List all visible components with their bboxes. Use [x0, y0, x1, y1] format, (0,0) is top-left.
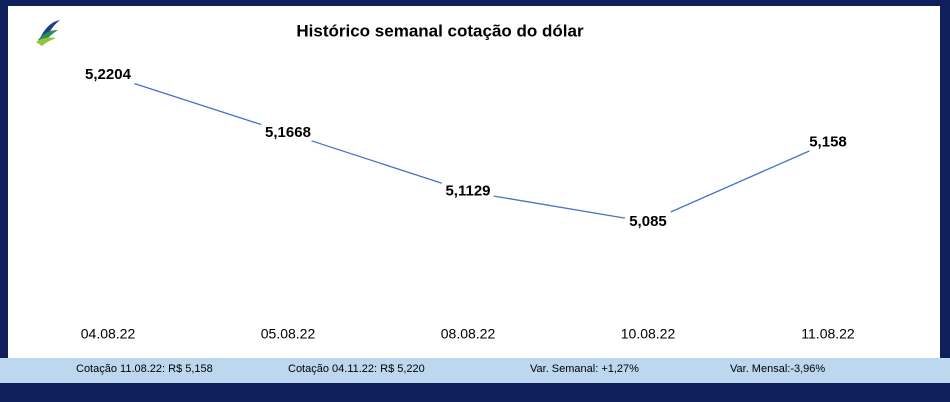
data-label: 5,1668	[265, 124, 311, 141]
footer-text: Cotação 11.08.22: R$ 5,158	[76, 363, 213, 375]
data-label: 5,2204	[85, 66, 132, 83]
x-tick-label: 11.08.22	[801, 326, 855, 342]
x-tick-label: 10.08.22	[621, 326, 676, 342]
data-line	[107, 74, 829, 223]
footer-text: Cotação 04.11.22: R$ 5,220	[288, 363, 425, 375]
plot-panel	[8, 6, 940, 358]
data-label: 5,1129	[445, 183, 490, 200]
data-label: 5,158	[809, 134, 847, 151]
x-tick-label: 08.08.22	[441, 326, 496, 342]
logo	[36, 20, 60, 46]
x-tick-label: 04.08.22	[81, 326, 136, 342]
x-tick-label: 05.08.22	[261, 326, 316, 342]
chart-title: Histórico semanal cotação do dólar	[296, 21, 584, 40]
footer-band	[0, 358, 950, 383]
footer-text: Var. Semanal: +1,27%	[530, 363, 639, 375]
data-label: 5,085	[629, 213, 667, 230]
footer-text: Var. Mensal:-3,96%	[730, 363, 825, 375]
